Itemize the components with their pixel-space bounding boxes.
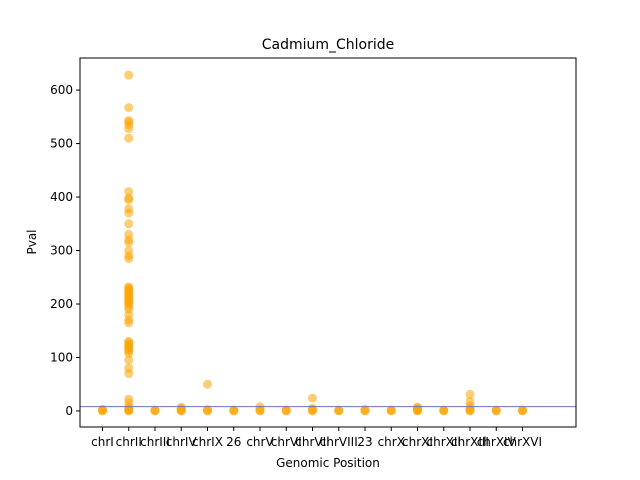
data-point [308, 393, 317, 403]
data-point [124, 394, 134, 404]
y-tick-label: 500 [50, 137, 73, 151]
data-point [124, 70, 134, 80]
x-tick-label: 23 [357, 435, 372, 449]
x-tick-label: chrVII [295, 435, 329, 449]
data-point [124, 133, 134, 143]
x-tick-label: chrI [91, 435, 114, 449]
x-tick-label: chrV [246, 435, 274, 449]
data-point [150, 405, 160, 415]
data-point [281, 405, 291, 415]
y-axis-label: Pval [25, 229, 39, 254]
data-point [124, 355, 134, 365]
y-tick-label: 100 [50, 350, 73, 364]
data-point [334, 405, 344, 415]
data-point [176, 402, 186, 412]
data-point [124, 336, 134, 346]
data-point [308, 403, 317, 413]
x-tick-label: chrX [378, 435, 405, 449]
x-tick-label: chrXIII [451, 435, 489, 449]
data-point [518, 405, 527, 415]
data-point [124, 282, 134, 292]
data-point [229, 405, 239, 415]
x-tick-label: chrII [116, 435, 142, 449]
chart-title: Cadmium_Chloride [262, 37, 395, 53]
y-tick-label: 0 [65, 404, 73, 418]
y-tick-label: 300 [50, 244, 73, 258]
x-tick-label: chrXII [427, 435, 461, 449]
data-point [124, 246, 134, 256]
data-point [465, 396, 475, 406]
x-tick-label: chrIII [140, 435, 170, 449]
data-point [124, 193, 134, 203]
data-point [124, 219, 134, 229]
y-tick-label: 200 [50, 297, 73, 311]
x-tick-label: chrVI [271, 435, 302, 449]
x-tick-label: chrXIV [477, 435, 517, 449]
x-axis-label: Genomic Position [276, 456, 380, 470]
data-point [203, 379, 212, 389]
data-point [124, 116, 134, 126]
data-point [124, 103, 134, 113]
data-point [386, 405, 396, 415]
x-tick-label: 26 [226, 435, 241, 449]
x-tick-label: chrVIII [320, 435, 358, 449]
data-point [124, 363, 134, 373]
y-axis: 0 100 200 300 400 500 600 [50, 83, 80, 418]
y-tick-label: 600 [50, 83, 73, 97]
plot-frame [79, 57, 577, 428]
data-point [124, 229, 134, 239]
data-point [491, 405, 501, 415]
data-point [124, 187, 134, 197]
data-point [439, 405, 449, 415]
data-point [124, 204, 134, 214]
y-tick-label: 400 [50, 190, 73, 204]
x-tick-label: chrIV [166, 435, 198, 449]
x-tick-label: chrXVI [503, 435, 542, 449]
data-point [413, 402, 422, 412]
x-tick-label: chrXI [402, 435, 433, 449]
x-tick-label: chrIX [192, 435, 223, 449]
data-point [465, 389, 475, 399]
